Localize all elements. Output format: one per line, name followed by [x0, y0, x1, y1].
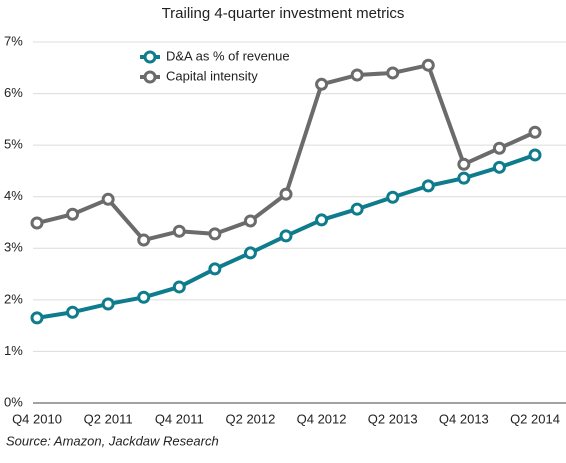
x-tick-label: Q2 2013 — [368, 411, 418, 426]
x-tick-label: Q4 2010 — [12, 411, 62, 426]
data-point — [315, 213, 329, 227]
data-point — [208, 262, 222, 276]
data-point — [243, 214, 257, 228]
data-point — [457, 157, 471, 171]
data-point — [386, 190, 400, 204]
data-point — [279, 229, 293, 243]
data-point — [421, 179, 435, 193]
data-point — [386, 66, 400, 80]
chart-title: Trailing 4-quarter investment metrics — [162, 5, 405, 22]
data-point — [172, 280, 186, 294]
y-tick-label: 0% — [4, 394, 23, 409]
data-point — [172, 224, 186, 238]
data-point — [66, 207, 80, 221]
x-tick-label: Q4 2011 — [155, 411, 204, 426]
x-tick-label: Q4 2012 — [297, 411, 347, 426]
data-point — [421, 58, 435, 72]
y-tick-label: 4% — [4, 188, 23, 203]
y-tick-label: 5% — [4, 137, 23, 152]
legend-label: Capital intensity — [166, 68, 258, 83]
legend-marker — [143, 70, 157, 84]
data-point — [457, 171, 471, 185]
y-tick-label: 1% — [4, 343, 23, 358]
data-point — [350, 202, 364, 216]
data-point — [243, 246, 257, 260]
data-point — [279, 187, 293, 201]
data-point — [101, 297, 115, 311]
data-point — [350, 68, 364, 82]
data-point — [30, 311, 44, 325]
legend-marker — [143, 50, 157, 64]
x-tick-label: Q2 2012 — [225, 411, 275, 426]
series-line — [36, 63, 536, 243]
data-point — [137, 290, 151, 304]
data-point — [492, 141, 506, 155]
x-tick-label: Q2 2014 — [510, 411, 560, 426]
data-point — [66, 305, 80, 319]
y-tick-label: 2% — [4, 291, 23, 306]
y-tick-label: 6% — [4, 85, 23, 100]
data-point — [315, 77, 329, 91]
data-point — [528, 148, 542, 162]
source-note: Source: Amazon, Jackdaw Research — [6, 433, 219, 448]
x-tick-label: Q4 2013 — [439, 411, 489, 426]
data-point — [101, 192, 115, 206]
y-tick-label: 7% — [4, 33, 23, 48]
data-point — [208, 227, 222, 241]
legend-label: D&A as % of revenue — [166, 48, 290, 63]
data-point — [30, 216, 44, 230]
x-tick-label: Q2 2011 — [84, 411, 133, 426]
y-tick-label: 3% — [4, 240, 23, 255]
data-point — [492, 160, 506, 174]
data-point — [137, 233, 151, 247]
data-point — [528, 125, 542, 139]
